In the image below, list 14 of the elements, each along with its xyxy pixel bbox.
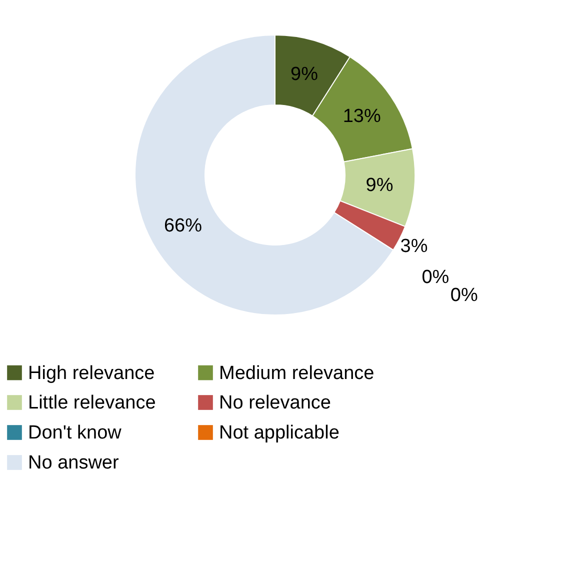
legend-label: Little relevance [28, 392, 156, 414]
data-label: 9% [290, 64, 318, 86]
legend-label: High relevance [28, 362, 155, 384]
data-label: 66% [164, 216, 202, 237]
legend-label: No relevance [219, 392, 331, 414]
legend-label: Don't know [28, 422, 122, 444]
legend-label: No answer [28, 452, 120, 474]
data-label: 3% [400, 236, 428, 257]
legend-label: Medium relevance [219, 362, 374, 384]
data-label: 13% [342, 106, 381, 127]
text: 0% [450, 285, 478, 306]
text: 0% [422, 266, 450, 288]
data-label: 9% [366, 174, 394, 196]
legend-label: Not applicable [219, 422, 340, 444]
